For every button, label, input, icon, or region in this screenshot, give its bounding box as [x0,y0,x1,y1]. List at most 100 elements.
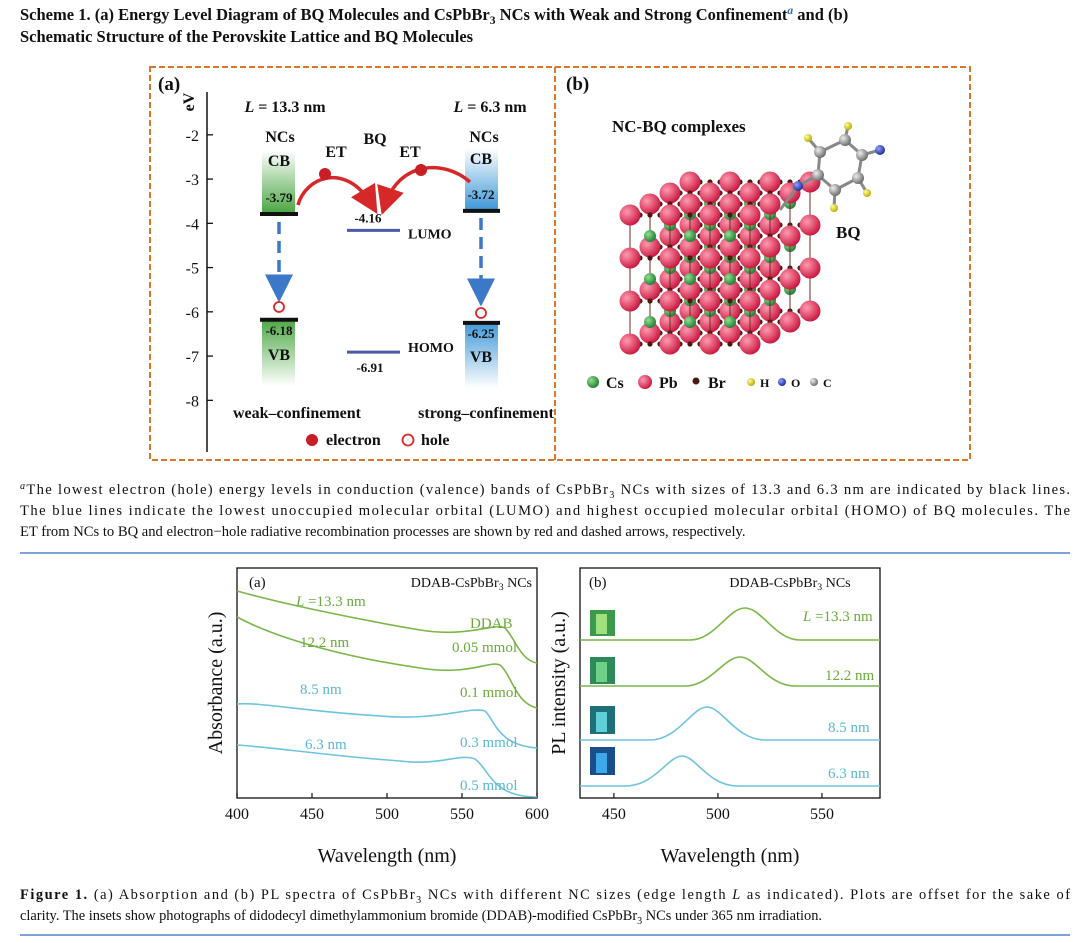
pb-atom [679,171,701,193]
spectrum-curve [236,590,538,664]
legend-label: C [823,376,832,390]
atom-legend: Cs Pb Br H O C [587,375,832,392]
lattice [619,171,821,355]
y-tick-label: -5 [186,261,199,278]
molecule-part [844,122,852,130]
energy-value: -4.16 [354,210,382,225]
spectrum-curve [580,607,880,641]
caption-text: clarity. The insets show photographs of … [20,908,637,924]
footnote-line: The blue lines indicate the lowest unocc… [20,503,1070,519]
panel-label: (a) [158,74,180,95]
pb-atom [639,236,661,258]
size-label: 6.3 nm [828,766,870,782]
cs-atom [644,316,656,328]
molecule-part [793,181,803,191]
pb-atom [739,333,761,355]
pb-atom [759,193,781,215]
pb-atom [719,171,741,193]
cs-atom [724,230,736,242]
pb-atom [719,193,741,215]
pb-atom [719,279,741,301]
pb-atom [759,279,781,301]
pb-atom [679,236,701,258]
br-atom [727,341,733,347]
size-symbol: L [452,99,463,116]
pb-atom [799,214,821,236]
band-box [465,148,498,210]
x-tick-label: 450 [300,806,324,823]
hole-circle [475,307,487,319]
pb-atom [679,279,701,301]
electron-dot [415,164,427,176]
x-tick-label: 450 [602,806,626,823]
nc-label: NCs [469,129,498,146]
x-ticks: 400 450 500 550 600 [225,793,549,823]
plot-frame [579,567,881,799]
subscript: 3 [499,582,504,593]
cs-atom [684,316,696,328]
size-label: 8.5 nm [828,720,870,736]
et-arrow [377,165,472,215]
molecule-part [814,146,826,158]
molecule-part [692,377,700,385]
pb-atom [719,322,741,344]
subscript: 3 [490,15,496,27]
size-symbol: L [295,594,304,610]
title-text: NCs [504,576,532,591]
caption-text: (a) Absorption and (b) PL spectra of CsP… [89,887,415,903]
size-label: L =13.3 nm [802,609,873,625]
legend-label: Pb [659,375,678,392]
pb-atom [779,225,801,247]
molecule-part [778,378,786,386]
caption-text: NCs with different NC sizes (edge length [423,887,731,903]
pb-atom [619,247,641,269]
pb-atom [779,268,801,290]
br-atom [647,341,653,347]
legend-label: Br [708,375,726,392]
y-tick-label: -6 [186,305,199,322]
panel-title: DDAB-CsPbBr3 NCs [729,576,850,593]
molecule-part [830,204,838,212]
hole-circle [273,301,285,313]
bq-label: BQ [363,131,386,148]
size-value: = 13.3 nm [254,99,326,116]
bq-label: BQ [836,223,861,242]
confinement-label: strong–confinement [418,405,554,422]
pb-atom [619,204,641,226]
pb-atom [799,257,821,279]
x-tick-label: 550 [450,806,474,823]
molecule-part [856,149,868,161]
title-text: NCs [822,576,850,591]
subscript: 3 [637,916,642,927]
br-atom [687,341,693,347]
x-ticks: 450 500 550 [602,793,834,823]
confinement-label: weak–confinement [233,405,362,422]
x-tick-label: 500 [706,806,730,823]
y-axis-label: Absorbance (a.u.) [205,612,227,755]
pb-atom [659,290,681,312]
caption-line: clarity. The insets show photographs of … [20,908,822,927]
pb-atom [699,182,721,204]
band-label: CB [470,151,493,168]
size-value: =13.3 nm [304,594,366,610]
spectrum-curve [236,702,538,749]
pb-atom [619,290,641,312]
footnote-line: ET from NCs to BQ and electron−hole radi… [20,524,746,540]
molecule-part [804,134,812,142]
br-atom [687,212,693,218]
scheme-title: Scheme 1. (a) Energy Level Diagram of BQ… [20,5,848,27]
legend-label: hole [421,432,449,449]
caption-line: Figure 1. (a) Absorption and (b) PL spec… [20,887,1070,906]
legend-label: H [760,376,770,390]
figure-number: Figure 1. [20,887,87,903]
pl-plot: 450 500 550 Wavelength (nm) PL intensity (… [548,567,881,867]
spectrum-curve [236,616,538,709]
y-tick-label: -7 [186,349,199,366]
y-tick-label: -4 [186,216,199,233]
panel-label: (a) [249,575,266,591]
molecule-part [839,134,851,146]
molecule-part [875,145,885,155]
